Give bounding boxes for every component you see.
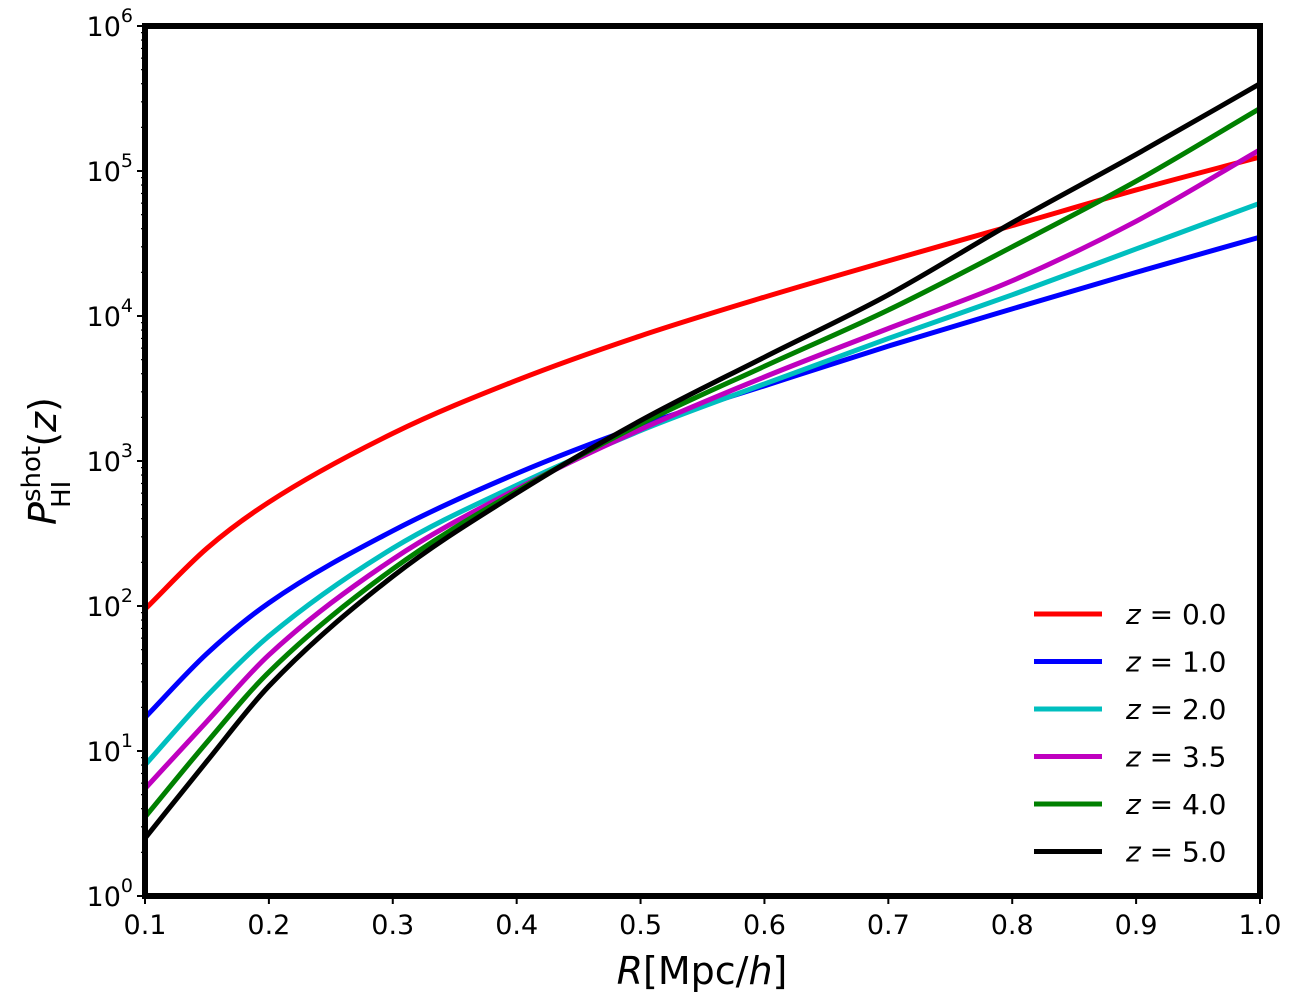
x-tick-label: 0.9	[1115, 910, 1158, 941]
tick-layer: 0.1 0.2 0.3 0.4 0.5 0.6 0.7 0.8 0.9 1.0 100 101 102 1…	[87, 5, 1282, 941]
legend-label: z = 4.0	[1125, 788, 1227, 821]
legend-label: z = 5.0	[1125, 836, 1227, 869]
x-tick-label: 0.6	[743, 910, 786, 941]
legend-label: z = 0.0	[1125, 598, 1227, 631]
y-tick-label: 103	[87, 440, 133, 478]
legend-label: z = 3.5	[1125, 741, 1227, 774]
y-axis-title: PshotHI(z)	[17, 397, 77, 525]
legend-label: z = 2.0	[1125, 693, 1227, 726]
series-line-4	[143, 106, 1262, 819]
series-line-0	[143, 154, 1261, 612]
series-line-5	[143, 81, 1262, 840]
x-tick-label: 0.7	[867, 910, 910, 941]
x-axis-title: R[Mpc/h]	[617, 949, 788, 993]
series-line-3	[143, 147, 1262, 791]
x-tick-label: 0.1	[124, 910, 167, 941]
legend-label: z = 1.0	[1125, 646, 1227, 679]
y-tick-label: 101	[87, 730, 133, 768]
y-tick-label: 104	[87, 295, 133, 333]
x-tick-label: 0.8	[991, 910, 1034, 941]
legend: z = 0.0 z = 1.0 z = 2.0 z = 3.5 z = 4.0 z = 5…	[1034, 598, 1227, 869]
plot-frame	[142, 23, 1263, 899]
x-tick-label: 1.0	[1239, 910, 1282, 941]
svg-text:PshotHI(z): PshotHI(z)	[17, 397, 77, 525]
y-tick-label: 106	[87, 5, 133, 43]
y-tick-label: 100	[87, 875, 133, 913]
x-tick-label: 0.3	[371, 910, 414, 941]
x-tick-label: 0.4	[495, 910, 538, 941]
x-tick-label: 0.5	[619, 910, 662, 941]
x-tick-label: 0.2	[247, 910, 290, 941]
y-tick-label: 102	[87, 585, 133, 623]
y-tick-label: 105	[87, 150, 133, 188]
series-layer	[143, 81, 1262, 840]
